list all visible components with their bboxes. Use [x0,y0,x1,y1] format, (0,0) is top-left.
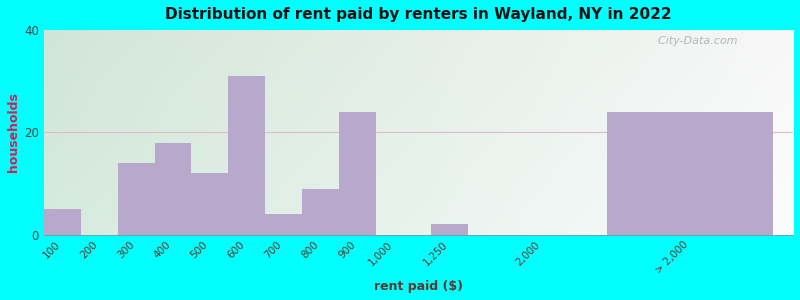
Y-axis label: households: households [7,92,20,172]
Title: Distribution of rent paid by renters in Wayland, NY in 2022: Distribution of rent paid by renters in … [165,7,672,22]
Bar [431,224,468,235]
Bar [302,189,339,235]
Bar [228,76,266,235]
Bar [266,214,302,235]
Bar [606,112,773,235]
X-axis label: rent paid ($): rent paid ($) [374,280,463,293]
Bar [191,173,228,235]
Text: City-Data.com: City-Data.com [650,36,738,46]
Bar [154,142,191,235]
Bar [339,112,376,235]
Bar [118,163,154,235]
Bar [44,209,81,235]
